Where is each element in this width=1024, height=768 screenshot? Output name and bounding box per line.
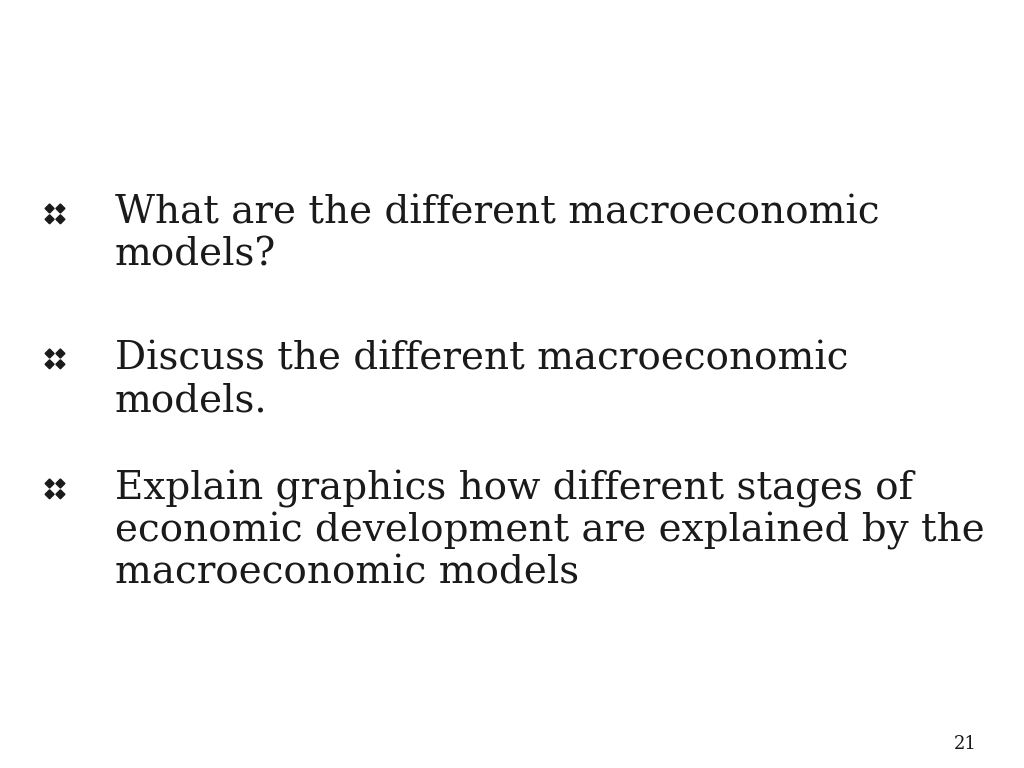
Polygon shape	[56, 359, 65, 369]
Text: macroeconomic models: macroeconomic models	[115, 554, 580, 591]
Polygon shape	[56, 215, 65, 223]
Polygon shape	[45, 490, 54, 498]
Text: 21: 21	[953, 735, 977, 753]
Text: Explain graphics how different stages of: Explain graphics how different stages of	[115, 470, 913, 508]
Polygon shape	[56, 204, 65, 213]
Polygon shape	[45, 215, 54, 223]
Polygon shape	[45, 359, 54, 369]
Polygon shape	[45, 204, 54, 213]
Text: models?: models?	[115, 237, 276, 274]
Polygon shape	[45, 349, 54, 358]
Polygon shape	[56, 349, 65, 358]
Text: economic development are explained by the: economic development are explained by th…	[115, 512, 985, 550]
Polygon shape	[45, 479, 54, 488]
Text: models.: models.	[115, 382, 267, 419]
Text: What are the different macroeconomic: What are the different macroeconomic	[115, 195, 880, 232]
Text: Discuss the different macroeconomic: Discuss the different macroeconomic	[115, 340, 849, 377]
Polygon shape	[56, 490, 65, 498]
Polygon shape	[56, 479, 65, 488]
